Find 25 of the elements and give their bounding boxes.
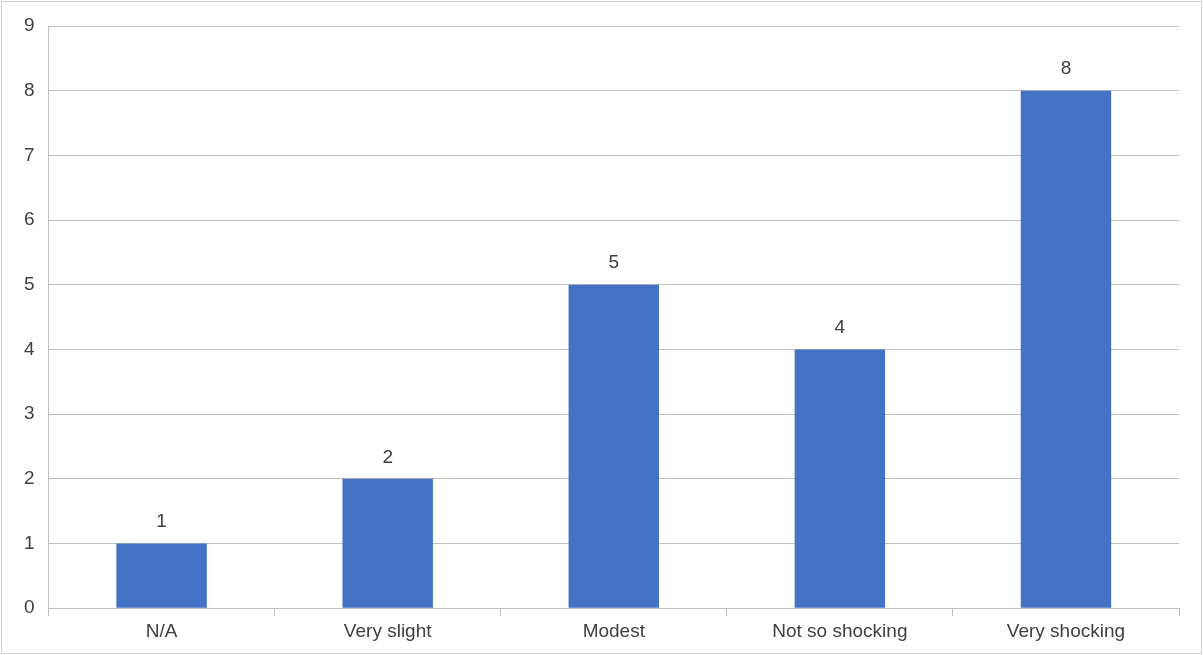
y-tick-label: 6 [23,208,35,230]
x-tick-label: Very shocking [1006,619,1126,641]
x-tick-label: Very slight [343,619,433,641]
y-tick-label: 4 [23,337,35,359]
y-tick-label: 7 [23,143,35,165]
y-tick-label: 8 [23,78,35,100]
data-label: 2 [382,445,393,467]
y-tick-label: 0 [23,596,35,618]
data-label: 1 [156,510,167,532]
y-tick-label: 9 [23,14,35,36]
y-tick-label: 2 [23,467,35,489]
x-tick-label: N/A [145,619,178,641]
bar [342,478,433,608]
data-label: 8 [1060,57,1072,79]
bar [568,284,659,608]
x-tick-label: Modest [582,619,646,641]
data-label: 5 [608,251,620,273]
bar [794,349,886,608]
y-tick-label: 1 [23,531,35,553]
y-tick-label: 3 [23,402,35,424]
data-label: 4 [834,316,846,338]
y-tick-label: 5 [23,272,35,294]
bar [1020,90,1112,608]
x-tick-label: Not so shocking [772,619,908,641]
bar [116,543,207,608]
